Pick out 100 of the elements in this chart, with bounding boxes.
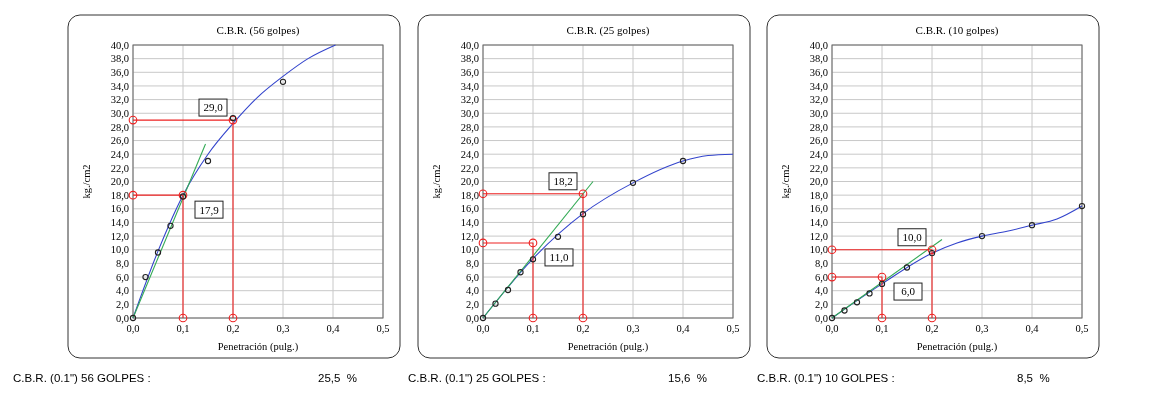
text: 15,6 %	[668, 372, 707, 384]
y-tick-label: 32,0	[460, 94, 479, 106]
text: C.B.R. (0.1") 10 GOLPES :	[757, 372, 895, 384]
y-tick-label: 0,0	[465, 312, 479, 324]
x-tick-label: 0,2	[925, 323, 939, 334]
y-tick-label: 6,0	[814, 271, 828, 283]
annotation: 11,0	[549, 251, 569, 264]
y-tick-label: 28,0	[460, 121, 479, 133]
y-tick-label: 32,0	[809, 94, 828, 106]
x-tick-label: 0,1	[875, 323, 889, 334]
y-tick-label: 30,0	[809, 107, 828, 119]
x-tick-label: 0,3	[975, 323, 989, 334]
chart-title: C.B.R. (56 golpes)	[216, 24, 300, 37]
x-tick-label: 0,0	[476, 323, 490, 334]
x-axis-title: Penetración (pulg.)	[217, 341, 299, 353]
y-axis-title: kg./cm2	[81, 164, 92, 199]
y-tick-label: 20,0	[809, 176, 828, 188]
x-tick-label: 0,4	[326, 323, 341, 334]
x-axis-title: Penetración (pulg.)	[916, 341, 998, 353]
x-tick-label: 0,5	[726, 323, 740, 334]
annotation: 6,0	[901, 285, 916, 298]
y-tick-label: 40,0	[460, 39, 479, 51]
y-tick-label: 34,0	[110, 80, 129, 92]
text: 25,5 %	[318, 372, 357, 384]
y-tick-label: 6,0	[465, 271, 479, 283]
x-tick-label: 0,2	[226, 323, 240, 334]
y-tick-label: 6,0	[115, 271, 129, 283]
y-tick-label: 22,0	[110, 162, 129, 174]
annotation: 18,2	[553, 175, 573, 188]
chart-title: C.B.R. (25 golpes)	[566, 24, 650, 37]
x-tick-label: 0,2	[576, 323, 590, 334]
y-tick-label: 16,0	[460, 203, 479, 215]
y-tick-label: 22,0	[809, 162, 828, 174]
annotation: 29,0	[203, 101, 224, 114]
y-tick-label: 14,0	[110, 217, 129, 229]
chart-title: C.B.R. (10 golpes)	[915, 24, 999, 37]
y-tick-label: 24,0	[460, 148, 479, 160]
x-axis-title: Penetración (pulg.)	[567, 341, 649, 353]
y-tick-label: 36,0	[110, 66, 129, 78]
y-tick-label: 40,0	[809, 39, 828, 51]
y-tick-label: 0,0	[115, 312, 129, 324]
y-tick-label: 14,0	[460, 217, 479, 229]
y-tick-label: 20,0	[110, 176, 129, 188]
y-tick-label: 10,0	[460, 244, 479, 256]
y-tick-label: 28,0	[110, 121, 129, 133]
y-tick-label: 22,0	[460, 162, 479, 174]
y-tick-label: 14,0	[809, 217, 828, 229]
y-tick-label: 20,0	[460, 176, 479, 188]
y-tick-label: 18,0	[809, 189, 828, 201]
y-tick-label: 38,0	[809, 53, 828, 65]
x-tick-label: 0,0	[825, 323, 839, 334]
y-tick-label: 16,0	[809, 203, 828, 215]
x-tick-label: 0,0	[126, 323, 140, 334]
y-tick-label: 26,0	[460, 135, 479, 147]
text: C.B.R. (0.1") 25 GOLPES :	[408, 372, 546, 384]
x-tick-label: 0,4	[1025, 323, 1040, 334]
y-tick-label: 0,0	[814, 312, 828, 324]
y-tick-label: 12,0	[809, 230, 828, 242]
y-tick-label: 2,0	[465, 299, 479, 311]
y-tick-label: 12,0	[110, 230, 129, 242]
y-tick-label: 26,0	[110, 135, 129, 147]
y-tick-label: 2,0	[814, 299, 828, 311]
y-axis-title: kg./cm2	[780, 164, 791, 199]
y-tick-label: 38,0	[460, 53, 479, 65]
y-tick-label: 32,0	[110, 94, 129, 106]
y-tick-label: 34,0	[809, 80, 828, 92]
y-tick-label: 8,0	[814, 258, 828, 270]
y-tick-label: 4,0	[814, 285, 828, 297]
text: C.B.R. (0.1") 56 GOLPES :	[13, 372, 151, 384]
y-tick-label: 8,0	[465, 258, 479, 270]
y-tick-label: 24,0	[809, 148, 828, 160]
y-tick-label: 18,0	[110, 189, 129, 201]
y-tick-label: 36,0	[460, 66, 479, 78]
y-tick-label: 18,0	[460, 189, 479, 201]
y-tick-label: 30,0	[110, 107, 129, 119]
y-axis-title: kg./cm2	[431, 164, 442, 199]
y-tick-label: 24,0	[110, 148, 129, 160]
y-tick-label: 38,0	[110, 53, 129, 65]
y-tick-label: 8,0	[115, 258, 129, 270]
text: 8,5 %	[1017, 372, 1050, 384]
y-tick-label: 40,0	[110, 39, 129, 51]
x-tick-label: 0,3	[276, 323, 290, 334]
y-tick-label: 4,0	[115, 285, 129, 297]
x-tick-label: 0,5	[376, 323, 390, 334]
y-tick-label: 12,0	[460, 230, 479, 242]
y-tick-label: 10,0	[110, 244, 129, 256]
x-tick-label: 0,5	[1075, 323, 1089, 334]
y-tick-label: 34,0	[460, 80, 479, 92]
x-tick-label: 0,4	[676, 323, 691, 334]
y-tick-label: 26,0	[809, 135, 828, 147]
y-tick-label: 4,0	[465, 285, 479, 297]
y-tick-label: 16,0	[110, 203, 129, 215]
y-tick-label: 10,0	[809, 244, 828, 256]
x-tick-label: 0,1	[176, 323, 190, 334]
y-tick-label: 36,0	[809, 66, 828, 78]
x-tick-label: 0,1	[526, 323, 540, 334]
y-tick-label: 28,0	[809, 121, 828, 133]
annotation: 10,0	[902, 231, 923, 244]
x-tick-label: 0,3	[626, 323, 640, 334]
y-tick-label: 30,0	[460, 107, 479, 119]
